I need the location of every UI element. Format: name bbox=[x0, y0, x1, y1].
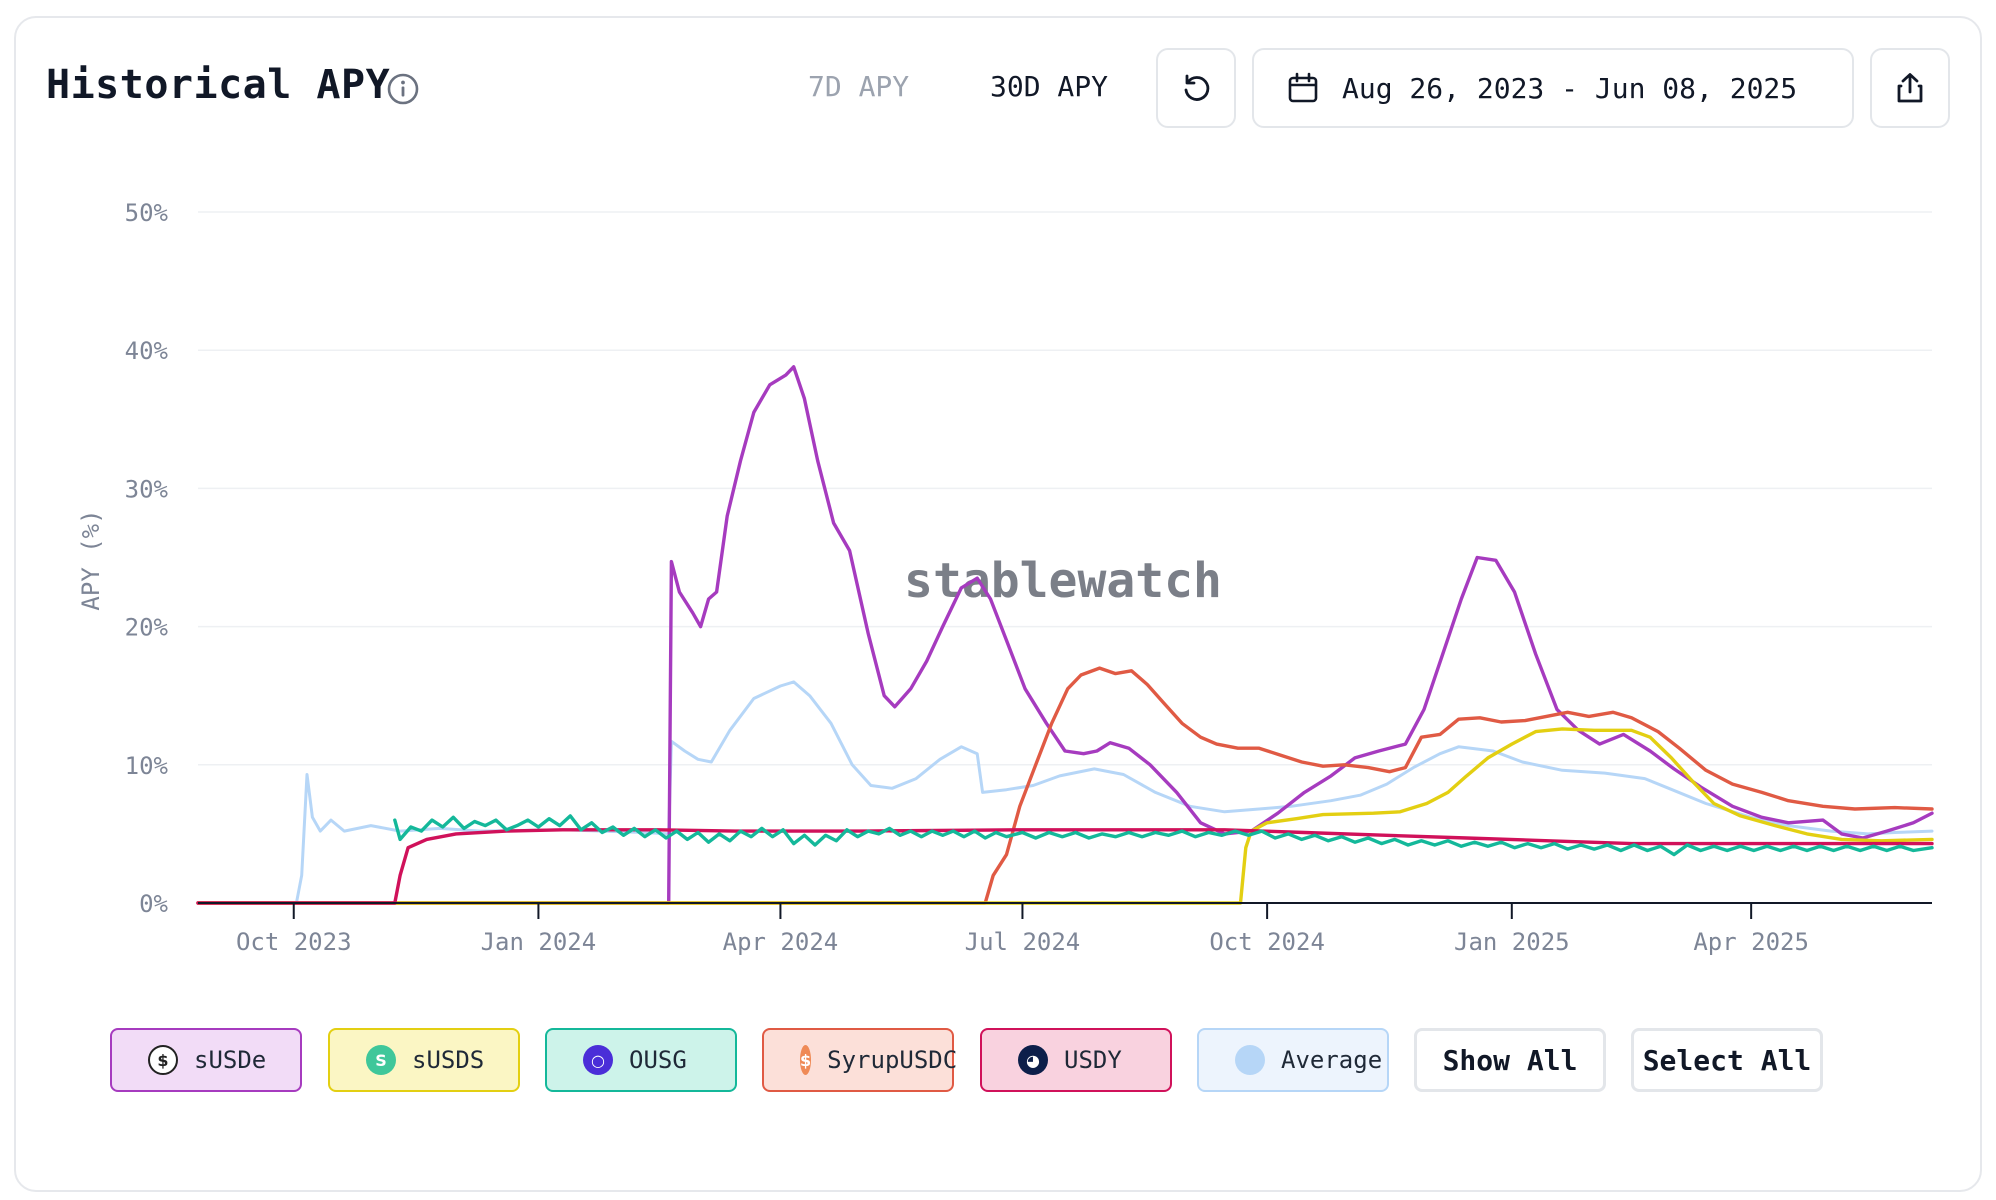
grid-lines bbox=[198, 211, 1932, 766]
y-axis-ticks: 0% 10% 20% 30% 40% 50% bbox=[125, 199, 169, 918]
x-tick-label: Jan 2025 bbox=[1454, 928, 1570, 956]
legend-item-usdy[interactable]: ◕ USDY bbox=[980, 1028, 1172, 1092]
info-icon[interactable] bbox=[386, 72, 420, 106]
show-all-button[interactable]: Show All bbox=[1414, 1028, 1606, 1092]
series-line-susde bbox=[196, 365, 1934, 905]
average-dot-icon bbox=[1235, 1045, 1265, 1075]
date-range-text: Aug 26, 2023 - Jun 08, 2025 bbox=[1342, 71, 1798, 105]
calendar-icon bbox=[1288, 72, 1318, 103]
series-line-syrupusdc bbox=[196, 666, 1934, 905]
reset-icon bbox=[1184, 74, 1210, 101]
watermark-text: stablewatch bbox=[904, 553, 1222, 609]
page-title: Historical APY bbox=[46, 62, 391, 108]
tab-30d-apy[interactable]: 30D APY bbox=[990, 70, 1109, 103]
legend: $ sUSDe S sUSDS ○ OUSG $ SyrupUSDC ◕ USD… bbox=[0, 1028, 1996, 1094]
y-axis-label: APY (%) bbox=[77, 509, 105, 610]
export-button[interactable] bbox=[1870, 48, 1950, 128]
legend-item-syrupusdc[interactable]: $ SyrupUSDC bbox=[762, 1028, 958, 1092]
x-tick-label: Jul 2024 bbox=[965, 928, 1081, 956]
legend-label: OUSG bbox=[629, 1046, 687, 1074]
legend-label: Average bbox=[1281, 1046, 1383, 1074]
tab-7d-apy[interactable]: 7D APY bbox=[808, 70, 910, 103]
series-line-ousg bbox=[393, 814, 1934, 857]
x-tick-label: Apr 2025 bbox=[1693, 928, 1809, 956]
y-tick-label: 30% bbox=[125, 475, 169, 503]
y-tick-label: 40% bbox=[125, 337, 169, 365]
y-tick-label: 0% bbox=[139, 890, 168, 918]
legend-label: sUSDS bbox=[412, 1046, 485, 1074]
legend-item-susds[interactable]: S sUSDS bbox=[328, 1028, 520, 1092]
select-all-button[interactable]: Select All bbox=[1631, 1028, 1823, 1092]
reset-button[interactable] bbox=[1156, 48, 1236, 128]
x-tick-label: Apr 2024 bbox=[723, 928, 839, 956]
syrupusdc-icon: $ bbox=[800, 1045, 812, 1075]
x-axis-ticks: Oct 2023 Jan 2024 Apr 2024 Jul 2024 Oct 2024… bbox=[236, 903, 1809, 956]
series-line-susds bbox=[196, 727, 1934, 905]
legend-item-ousg[interactable]: ○ OUSG bbox=[545, 1028, 737, 1092]
y-tick-label: 50% bbox=[125, 199, 169, 227]
share-icon bbox=[1897, 73, 1923, 103]
y-tick-label: 20% bbox=[125, 614, 169, 642]
series-line-usdy bbox=[196, 828, 1934, 905]
legend-item-average[interactable]: Average bbox=[1197, 1028, 1389, 1092]
series-line-average bbox=[196, 680, 1934, 905]
x-tick-label: Jan 2024 bbox=[481, 928, 597, 956]
series-lines bbox=[196, 365, 1934, 905]
y-tick-label: 10% bbox=[125, 752, 169, 780]
legend-label: sUSDe bbox=[194, 1046, 267, 1074]
apy-line-chart: 0% 10% 20% 30% 40% 50% APY (%) stablewatch Oc… bbox=[77, 199, 1934, 956]
susds-icon: S bbox=[366, 1045, 396, 1075]
usdy-icon: ◕ bbox=[1018, 1045, 1048, 1075]
x-tick-label: Oct 2024 bbox=[1209, 928, 1325, 956]
legend-item-susde[interactable]: $ sUSDe bbox=[110, 1028, 302, 1092]
x-tick-label: Oct 2023 bbox=[236, 928, 352, 956]
legend-label: USDY bbox=[1064, 1046, 1122, 1074]
date-range-picker[interactable]: Aug 26, 2023 - Jun 08, 2025 bbox=[1252, 48, 1854, 128]
ousg-icon: ○ bbox=[583, 1045, 613, 1075]
legend-label: SyrupUSDC bbox=[827, 1046, 958, 1074]
susde-icon: $ bbox=[148, 1045, 178, 1075]
